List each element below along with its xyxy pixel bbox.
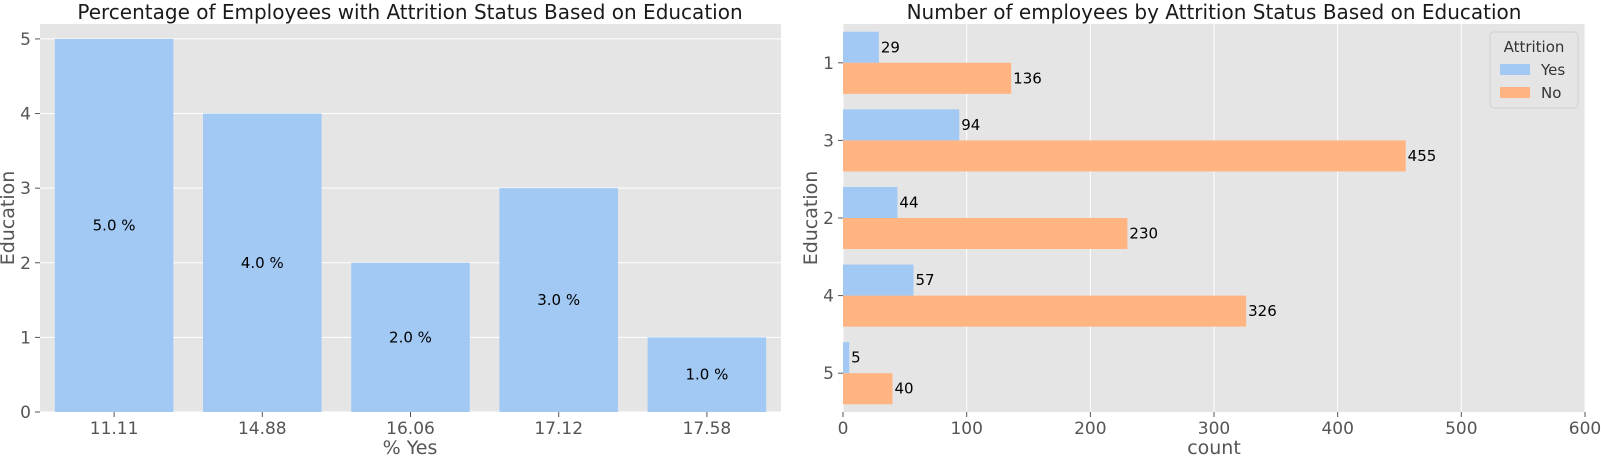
- bar-no: [843, 295, 1247, 327]
- bar-yes: [843, 186, 898, 218]
- bar-no: [843, 218, 1128, 250]
- y-axis-label: Education: [800, 171, 822, 266]
- bar: [54, 38, 174, 413]
- y-tick-label: 4: [823, 287, 834, 307]
- data-label: 57: [915, 271, 934, 289]
- chart-attrition-count: 29 136 94 455 44 230 57 326 5 40 1 3 2 4 5 0 100 200 300…: [800, 0, 1601, 459]
- data-label: 5.0 %: [93, 216, 136, 234]
- data-label: 230: [1129, 225, 1158, 243]
- x-axis-label: count: [1187, 437, 1241, 459]
- x-tick-label: 400: [1321, 419, 1353, 439]
- legend-title: Attrition: [1504, 38, 1565, 56]
- y-tick-label: 2: [823, 209, 834, 229]
- legend-swatch-yes: [1500, 64, 1530, 75]
- y-tick-label: 2: [20, 254, 31, 274]
- x-tick-label: 14.88: [238, 419, 287, 439]
- x-tick-label: 17.12: [534, 419, 583, 439]
- data-label: 136: [1013, 69, 1042, 87]
- x-tick-label: 200: [1074, 419, 1106, 439]
- legend-label-no: No: [1541, 84, 1561, 102]
- legend: Attrition Yes No: [1489, 31, 1579, 109]
- y-tick-label: 3: [823, 131, 834, 151]
- data-label: 1.0 %: [685, 366, 728, 384]
- data-label: 455: [1408, 147, 1437, 165]
- bar: [647, 337, 767, 412]
- x-tick-label: 300: [1198, 419, 1230, 439]
- legend-label-yes: Yes: [1540, 61, 1565, 79]
- y-tick-label: 1: [823, 54, 834, 74]
- bar-no: [843, 140, 1406, 172]
- bar: [203, 113, 322, 413]
- data-label: 326: [1248, 302, 1277, 320]
- data-label: 4.0 %: [241, 254, 284, 272]
- bar-yes: [843, 342, 850, 374]
- bar: [351, 262, 470, 412]
- data-label: 5: [851, 349, 861, 367]
- data-label: 40: [894, 380, 913, 398]
- y-tick-label: 5: [20, 30, 31, 50]
- bar-no: [843, 373, 893, 405]
- bar: [499, 188, 618, 412]
- bar-no: [843, 62, 1012, 94]
- y-tick-label: 0: [20, 403, 31, 423]
- x-tick-label: 0: [838, 419, 849, 439]
- y-tick-label: 4: [20, 105, 31, 125]
- x-tick-label: 16.06: [386, 419, 435, 439]
- x-axis-label: % Yes: [383, 437, 438, 459]
- chart-title: Number of employees by Attrition Status …: [907, 0, 1522, 24]
- y-tick-label: 3: [20, 179, 31, 199]
- x-tick-label: 600: [1569, 419, 1601, 439]
- bar-yes: [843, 264, 914, 296]
- data-label: 94: [961, 116, 980, 134]
- x-tick-label: 500: [1445, 419, 1477, 439]
- legend-swatch-no: [1500, 87, 1530, 98]
- x-tick-label: 11.11: [90, 419, 139, 439]
- x-tick-label: 100: [950, 419, 982, 439]
- bar-yes: [843, 109, 960, 141]
- chart-attrition-percentage: 5.0 % 4.0 % 2.0 % 3.0 % 1.0 % 0 1 2 3 4 5 11.11 14…: [0, 0, 781, 459]
- chart-title: Percentage of Employees with Attrition S…: [77, 0, 742, 24]
- y-tick-label: 1: [20, 328, 31, 348]
- y-tick-label: 5: [823, 364, 834, 384]
- data-label: 3.0 %: [537, 291, 580, 309]
- x-tick-label: 17.58: [683, 419, 732, 439]
- data-label: 29: [881, 38, 900, 56]
- bar-yes: [843, 31, 879, 63]
- y-axis-label: Education: [0, 171, 19, 266]
- data-label: 44: [899, 193, 918, 211]
- data-label: 2.0 %: [389, 328, 432, 346]
